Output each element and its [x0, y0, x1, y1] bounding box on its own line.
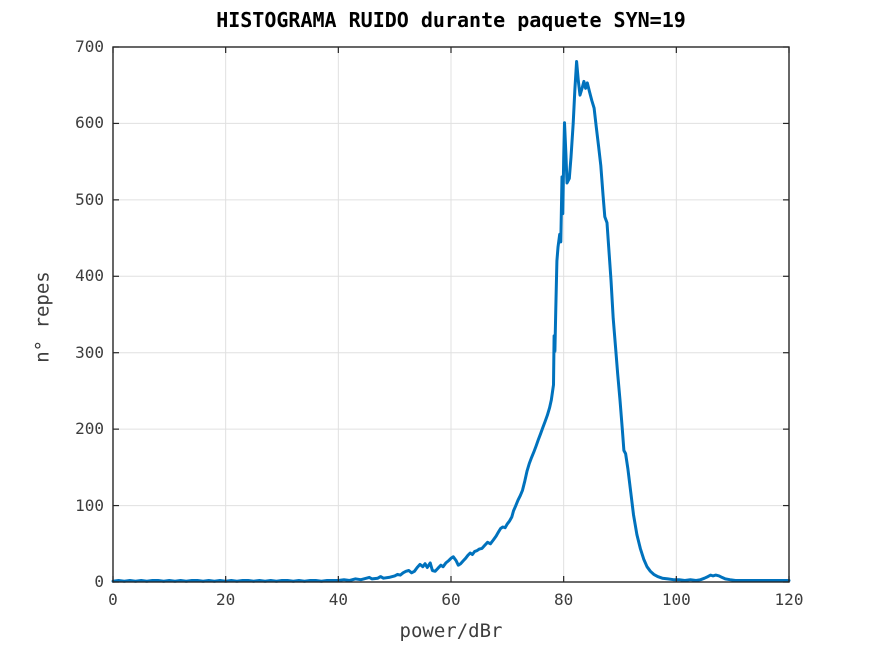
- y-tick-label: 500: [75, 189, 104, 209]
- y-tick-label: 100: [75, 495, 104, 515]
- x-tick-label: 40: [328, 590, 348, 609]
- y-tick-label: 200: [75, 419, 104, 439]
- data-line-noise-histogram: [111, 60, 791, 583]
- x-tick-label: 20: [216, 590, 236, 609]
- y-tick-label: 700: [75, 37, 104, 56]
- y-tick-label: 600: [75, 113, 104, 133]
- x-tick-label: 0: [108, 590, 118, 609]
- x-tick-label: 80: [554, 590, 574, 609]
- y-tick-label: 300: [75, 342, 104, 362]
- x-tick-label: 120: [774, 590, 804, 609]
- chart-title: HISTOGRAMA RUIDO durante paquete SYN=19: [216, 8, 686, 32]
- x-tick-label: 60: [441, 590, 461, 609]
- y-tick-label: 400: [75, 266, 104, 286]
- x-axis-label: power/dBr: [399, 620, 503, 642]
- x-tick-label: 100: [661, 590, 691, 609]
- y-tick-label: 0: [94, 572, 104, 591]
